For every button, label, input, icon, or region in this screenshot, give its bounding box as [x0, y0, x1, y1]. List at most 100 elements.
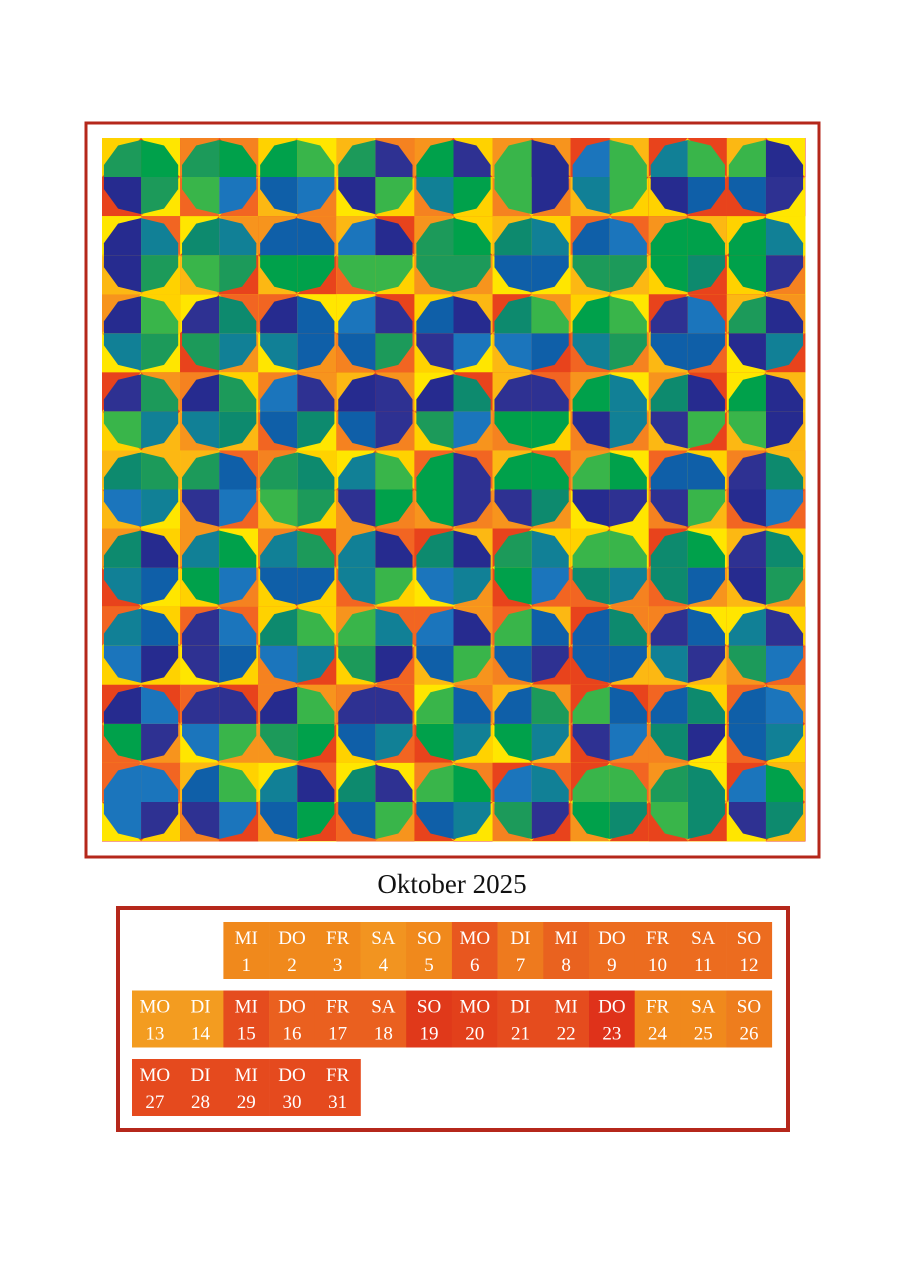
pattern-segment [338, 411, 376, 449]
pattern-segment [219, 489, 257, 527]
pattern-segment [338, 374, 376, 412]
weekday-label: MO [140, 1065, 171, 1086]
pattern-segment [728, 411, 766, 449]
pattern-segment [572, 686, 610, 724]
pattern-segment [687, 645, 725, 683]
pattern-segment [182, 255, 220, 293]
day-number: 1 [242, 955, 252, 976]
pattern-artwork [102, 138, 806, 842]
pattern-segment [375, 411, 413, 449]
pattern-segment [687, 686, 725, 724]
pattern-segment [765, 686, 804, 724]
pattern-segment [375, 608, 413, 646]
pattern-segment [375, 177, 413, 215]
day-number: 7 [516, 955, 526, 976]
pattern-segment [572, 530, 610, 568]
pattern-segment [609, 411, 647, 449]
pattern-segment [219, 255, 257, 293]
pattern-segment [297, 333, 335, 371]
pattern-segment [416, 723, 454, 761]
pattern-segment [494, 374, 532, 412]
day-number: 21 [511, 1024, 530, 1045]
pattern-segment [219, 296, 257, 334]
pattern-segment [609, 218, 647, 256]
pattern-segment [453, 333, 491, 371]
pattern-segment [260, 333, 298, 371]
pattern-segment [103, 645, 142, 683]
weekday-label: DO [278, 1065, 305, 1086]
pattern-segment [297, 801, 335, 840]
pattern-segment [494, 411, 532, 449]
pattern-segment [219, 374, 257, 412]
pattern-segment [182, 333, 220, 371]
pattern-segment [141, 801, 179, 840]
pattern-segment [650, 764, 688, 802]
pattern-segment [650, 177, 688, 215]
pattern-segment [260, 177, 298, 215]
pattern-segment [531, 645, 569, 683]
pattern-segment [494, 764, 532, 802]
pattern-segment [416, 177, 454, 215]
pattern-segment [338, 489, 376, 527]
pattern-segment [416, 801, 454, 840]
pattern-segment [765, 723, 804, 761]
pattern-segment [728, 723, 766, 761]
pattern-segment [572, 411, 610, 449]
weekday-label: SO [737, 997, 761, 1018]
pattern-segment [141, 686, 179, 724]
day-number: 18 [374, 1024, 393, 1045]
pattern-segment [219, 608, 257, 646]
pattern-segment [297, 139, 335, 178]
pattern-segment [260, 686, 298, 724]
pattern-segment [765, 567, 804, 605]
pattern-segment [219, 645, 257, 683]
day-cell [223, 922, 270, 979]
pattern-segment [650, 452, 688, 490]
pattern-segment [182, 218, 220, 256]
pattern-segment [765, 296, 804, 334]
weekday-label: MO [459, 997, 490, 1018]
pattern-segment [182, 452, 220, 490]
pattern-segment [416, 452, 454, 490]
pattern-segment [494, 530, 532, 568]
day-cell [314, 990, 361, 1048]
pattern-segment [103, 255, 142, 293]
pattern-segment [650, 218, 688, 256]
pattern-segment [572, 333, 610, 371]
pattern-segment [531, 139, 569, 178]
pattern-segment [494, 567, 532, 605]
pattern-segment [453, 801, 491, 840]
day-cell [360, 922, 407, 979]
day-cell [177, 1059, 224, 1116]
pattern-segment [687, 608, 725, 646]
pattern-segment [338, 723, 376, 761]
calendar-frame [116, 906, 790, 1132]
pattern-segment [297, 411, 335, 449]
weekday-label: FR [646, 928, 670, 949]
pattern-segment [728, 374, 766, 412]
day-cell [497, 922, 544, 979]
pattern-segment [375, 374, 413, 412]
day-number: 27 [145, 1092, 164, 1113]
pattern-segment [765, 530, 804, 568]
pattern-segment [141, 218, 179, 256]
pattern-segment [260, 764, 298, 802]
pattern-segment [728, 255, 766, 293]
weekday-label: SA [371, 997, 396, 1018]
weekday-label: SO [737, 928, 761, 949]
month-title: Oktober 2025 [377, 869, 526, 899]
pattern-segment [453, 255, 491, 293]
day-cell [589, 922, 635, 979]
pattern-segment [141, 608, 179, 646]
pattern-segment [375, 139, 413, 178]
pattern-segment [141, 255, 179, 293]
pattern-segment [375, 296, 413, 334]
pattern-segment [141, 489, 179, 527]
day-number: 31 [328, 1092, 347, 1113]
pattern-segment [453, 411, 491, 449]
pattern-segment [260, 411, 298, 449]
day-cell [314, 922, 361, 979]
day-cell [451, 922, 498, 979]
pattern-segment [765, 139, 804, 178]
pattern-segment [297, 764, 335, 802]
